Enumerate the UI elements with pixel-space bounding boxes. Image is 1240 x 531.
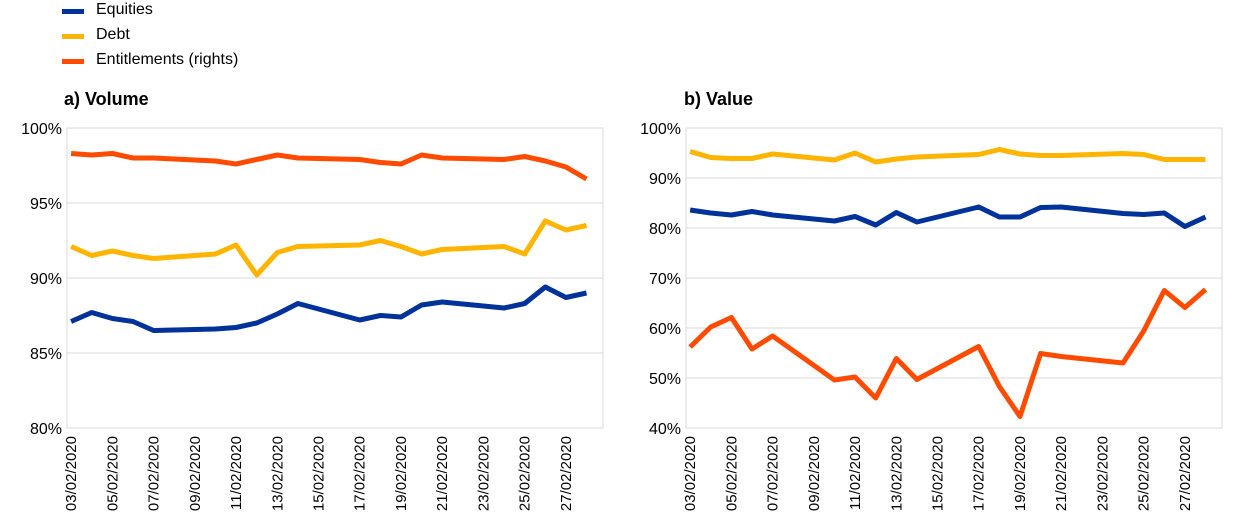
value-x-tick-label: 11/02/2020 [847,436,864,510]
value-y-tick-label: 80% [649,221,681,238]
volume-y-tick-label: 90% [30,271,62,288]
value-x-tick-label: 23/02/2020 [1094,436,1111,511]
value-y-tick-label: 90% [649,171,681,188]
legend-label-debt: Debt [96,26,130,43]
value-y-tick-label: 40% [649,421,681,438]
value-x-tick-label: 19/02/2020 [1012,436,1029,511]
legend-swatch-entitlements [62,59,84,64]
volume-x-tick-label: 19/02/2020 [393,436,410,511]
volume-y-tick-label: 85% [30,346,62,363]
volume-x-tick-label: 21/02/2020 [434,436,451,511]
legend-label-entitlements: Entitlements (rights) [96,51,239,68]
value-y-tick-label: 50% [649,371,681,388]
volume-x-tick-label: 15/02/2020 [311,436,328,511]
volume-y-tick-label: 80% [30,421,62,438]
volume-x-tick-label: 25/02/2020 [517,436,534,511]
value-x-tick-label: 03/02/2020 [682,436,699,511]
volume-y-tick-label: 100% [21,121,62,138]
legend-label-equities: Equities [96,1,153,18]
volume-x-tick-label: 27/02/2020 [558,436,575,511]
value-x-tick-label: 09/02/2020 [806,436,823,511]
volume-series-line-entitlements [70,151,588,182]
value-x-tick-label: 25/02/2020 [1136,436,1153,511]
value-series-line-entitlements [688,287,1208,419]
value-x-tick-label: 21/02/2020 [1053,436,1070,511]
legend-swatch-equities [62,9,84,14]
value-y-tick-label: 100% [640,121,681,138]
value-x-tick-label: 13/02/2020 [888,436,905,511]
volume-x-tick-label: 23/02/2020 [475,436,492,511]
volume-x-tick-label: 17/02/2020 [352,436,369,511]
value-series-line-debt [689,147,1206,165]
volume-x-tick-label: 13/02/2020 [269,436,286,511]
volume-x-tick-label: 09/02/2020 [187,436,204,511]
volume-x-tick-label: 05/02/2020 [104,436,121,511]
volume-x-tick-label: 03/02/2020 [63,436,80,511]
value-x-tick-label: 17/02/2020 [971,436,988,511]
value-x-tick-label: 27/02/2020 [1177,436,1194,511]
value-y-tick-label: 60% [649,321,681,338]
value-y-tick-label: 70% [649,271,681,288]
volume-series-line-debt [70,218,588,278]
value-x-tick-label: 07/02/2020 [765,436,782,511]
volume-x-tick-label: 11/02/2020 [228,436,245,510]
value-x-tick-label: 05/02/2020 [723,436,740,511]
volume-y-tick-label: 95% [30,196,62,213]
legend-swatch-debt [62,34,84,39]
value-series-line-equities [689,204,1207,229]
volume-x-tick-label: 07/02/2020 [146,436,163,511]
volume-series-line-equities [70,284,588,333]
panel-title-value: b) Value [684,89,754,109]
panel-title-volume: a) Volume [64,89,149,109]
value-x-tick-label: 15/02/2020 [930,436,947,511]
